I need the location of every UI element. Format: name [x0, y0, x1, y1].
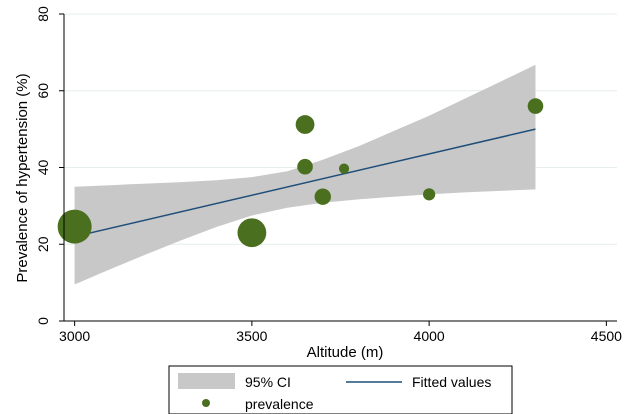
- x-tick-label-3: 4500: [591, 328, 622, 344]
- bubble-point-2: [295, 115, 315, 134]
- y-tick-label-3: 60: [35, 83, 51, 99]
- legend: 95% CI Fitted values prevalence: [168, 365, 513, 414]
- bubble-point-1: [237, 218, 267, 248]
- y-axis-title: Prevalence of hypertension (%): [14, 73, 31, 282]
- x-tick-label-1: 3500: [236, 328, 267, 344]
- y-tick-label-1: 20: [35, 236, 51, 252]
- bubble-point-6: [423, 188, 436, 201]
- bubble-point-0: [57, 209, 92, 244]
- axes: 0 20 40 60 80 3000 3500 4000 4500: [35, 6, 622, 344]
- x-tick-label-0: 3000: [59, 328, 90, 344]
- fitted-line: [74, 128, 536, 238]
- x-axis-title: Altitude (m): [307, 344, 384, 361]
- legend-swatch-ci: [178, 373, 235, 389]
- legend-label-ci: 95% CI: [245, 374, 291, 390]
- y-tick-label-4: 80: [35, 6, 51, 22]
- bubble-layer: [57, 98, 544, 248]
- x-tick-label-2: 4000: [414, 328, 445, 344]
- legend-label-fitted: Fitted values: [412, 374, 491, 390]
- fitted-line-layer: [74, 128, 536, 238]
- bubble-point-3: [297, 158, 313, 175]
- y-tick-label-0: 0: [35, 317, 51, 325]
- bubble-point-7: [527, 98, 544, 114]
- bubble-point-5: [338, 163, 350, 174]
- ci-band-layer: [74, 64, 536, 285]
- bubble-point-4: [314, 188, 331, 205]
- legend-label-prevalence: prevalence: [245, 396, 314, 412]
- ci-band: [74, 64, 536, 285]
- y-tick-label-2: 40: [35, 160, 51, 176]
- legend-swatch-prevalence: [202, 399, 210, 407]
